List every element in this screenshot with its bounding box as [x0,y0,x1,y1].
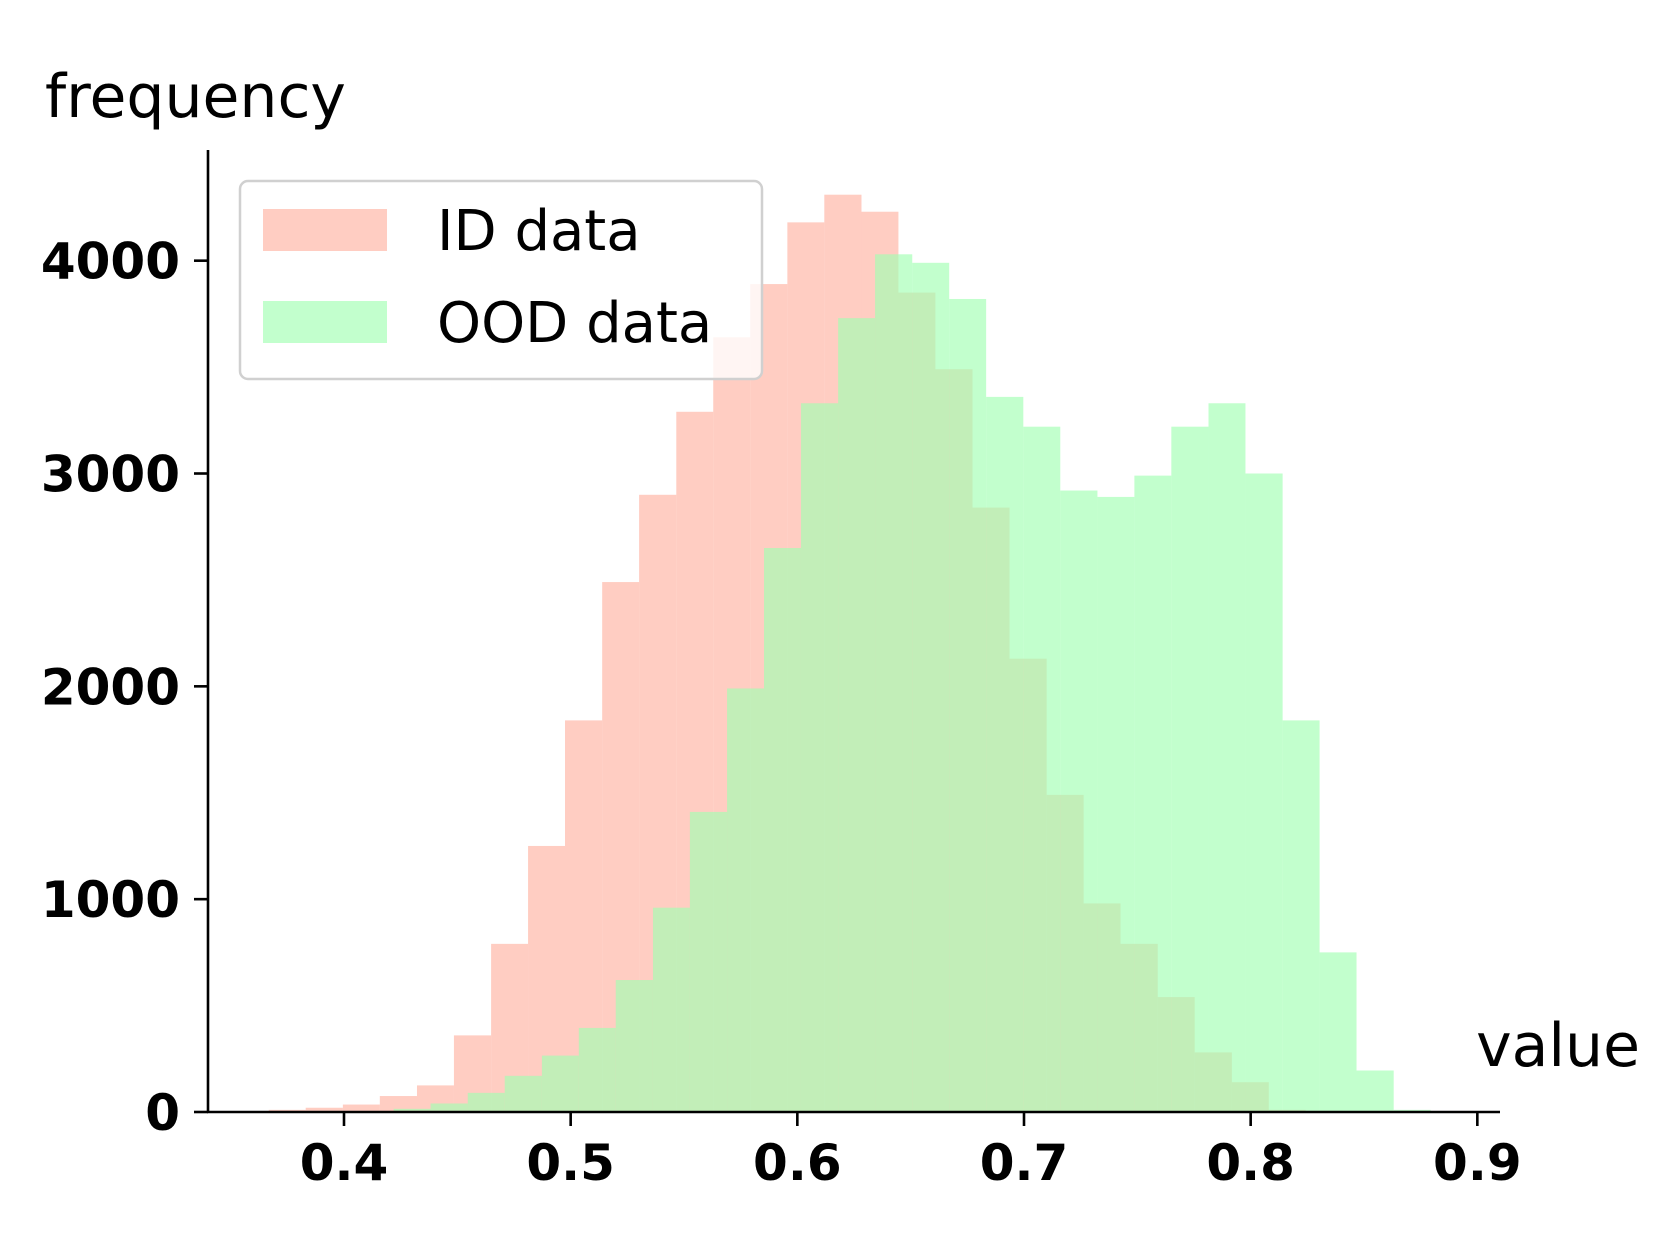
histogram-bar [912,262,950,1112]
x-tick-label: 0.7 [980,1134,1069,1192]
histogram-bar [986,396,1024,1112]
y-tick-label: 1000 [41,871,180,929]
y-tick-label: 0 [145,1084,180,1142]
x-tick-label: 0.9 [1433,1134,1522,1192]
histogram-bar [1245,473,1283,1112]
x-tick-label: 0.6 [753,1134,842,1192]
histogram-bar [949,298,987,1113]
histogram-bar [1097,496,1135,1112]
x-tick-label: 0.5 [526,1134,615,1192]
histogram-bar [727,688,765,1112]
histogram-bar [1171,426,1209,1112]
x-axis-title: value [1476,1011,1640,1081]
histogram-bar [875,254,913,1113]
histogram-bar [615,980,653,1112]
y-tick-label: 2000 [41,658,180,716]
histogram-bar [393,1108,431,1112]
series-ood-data [393,254,1431,1113]
histogram-bar [379,1096,417,1112]
histogram-bar [1356,1070,1394,1112]
x-tick-label: 0.4 [300,1134,389,1192]
histogram-bar [541,1055,579,1112]
histogram-bar [652,907,690,1112]
legend-swatch [263,301,387,343]
histogram-bar [764,548,801,1112]
histogram-bar [689,811,728,1112]
histogram-bar [578,1027,616,1112]
y-tick-label: 3000 [41,446,180,504]
legend-label: ID data [437,199,641,264]
histogram-bar [1023,426,1061,1112]
legend-swatch [263,209,387,251]
histogram-bar [1208,403,1246,1112]
histogram-bar [467,1092,505,1112]
histogram-bar [1060,490,1098,1112]
y-tick-label: 4000 [41,233,180,291]
legend: ID data OOD data [238,179,764,381]
histogram-bar [800,403,839,1112]
histogram-bar [1134,475,1172,1112]
y-axis-title: frequency [45,62,346,132]
axes-layer [206,150,1500,1114]
histogram-bar [305,1107,343,1112]
legend-label: OOD data [437,291,712,356]
histogram-bar [838,318,876,1112]
histogram-bar [1282,720,1320,1112]
histogram-bar [504,1075,542,1112]
histogram-bar [342,1104,380,1112]
bars-layer [268,194,1431,1113]
x-tick-label: 0.8 [1206,1134,1295,1192]
histogram-bar [1319,952,1357,1112]
histogram-bar [430,1103,468,1112]
ticks-layer: 0.4 0.5 0.6 0.7 0.8 0.9 0 1000 2000 3000 4000 [41,233,1522,1192]
